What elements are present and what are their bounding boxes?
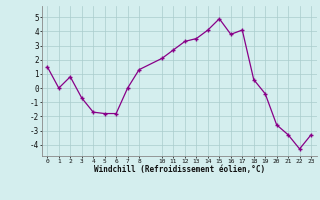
X-axis label: Windchill (Refroidissement éolien,°C): Windchill (Refroidissement éolien,°C) (94, 165, 265, 174)
